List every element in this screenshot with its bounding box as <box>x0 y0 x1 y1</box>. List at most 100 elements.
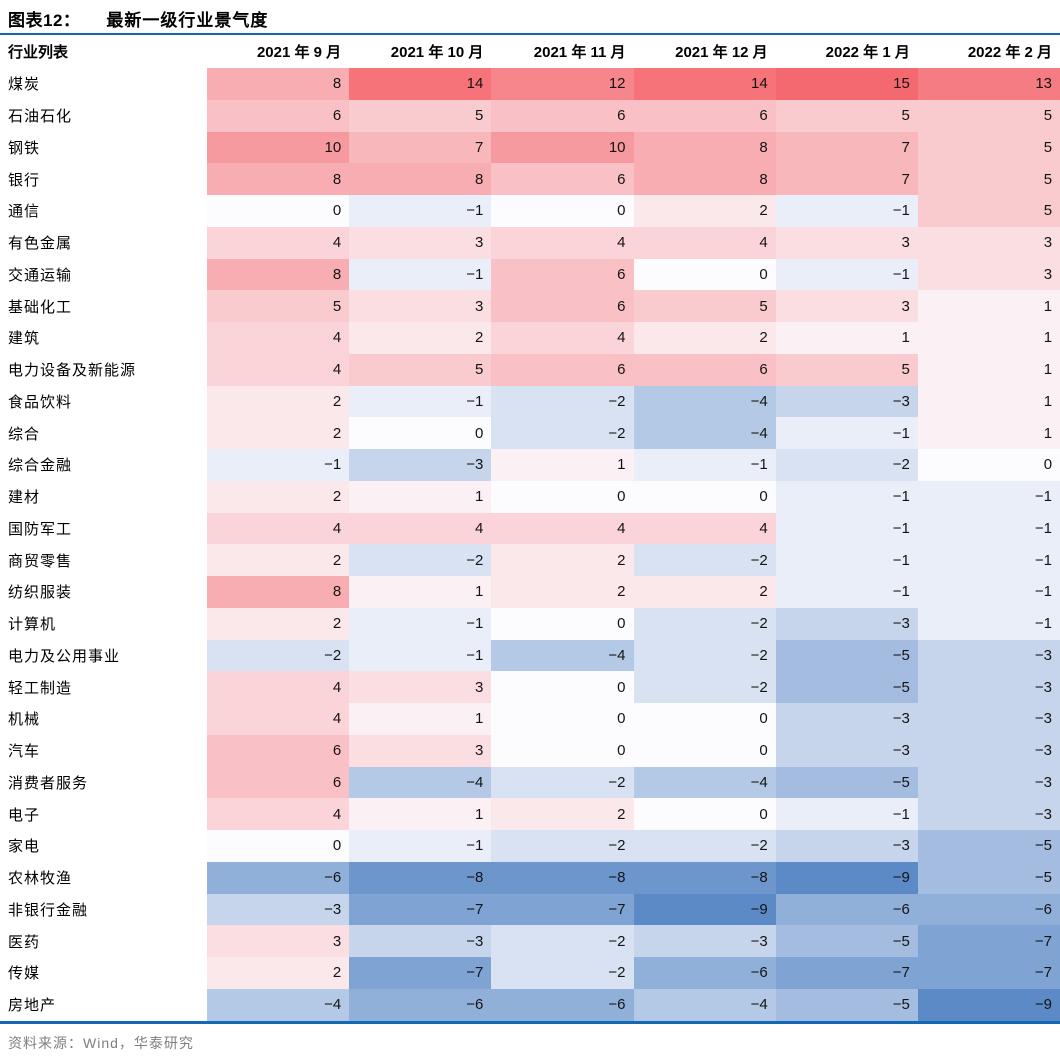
heatmap-cell: 1 <box>917 385 1060 418</box>
heatmap-cell: 2 <box>633 576 776 608</box>
heatmap-cell: 2 <box>349 322 492 354</box>
heatmap-cell: −3 <box>775 385 918 418</box>
table-row: 汽车 6 3 0 0 −3 −3 <box>0 734 1060 767</box>
heatmap-cell: 0 <box>917 449 1060 481</box>
table-row: 消费者服务 6 −4 −2 −4 −5 −3 <box>0 766 1060 799</box>
heatmap-cell: 6 <box>633 99 776 132</box>
heatmap-cell: 4 <box>207 353 350 386</box>
heatmap-cell: 0 <box>491 607 634 640</box>
heatmap-cell: 12 <box>491 68 634 100</box>
heatmap-cell: −1 <box>775 417 918 449</box>
heatmap-cell: 6 <box>207 99 350 132</box>
heatmap-cell: 5 <box>349 99 492 132</box>
heatmap-cell: −3 <box>207 893 350 926</box>
heatmap-cell: 6 <box>491 163 634 195</box>
heatmap-cell: −3 <box>775 703 918 735</box>
heatmap-cell: 3 <box>349 734 492 767</box>
heatmap-cell: −3 <box>349 925 492 957</box>
heatmap-cell: −5 <box>775 639 918 672</box>
heatmap-cell: −5 <box>917 830 1060 862</box>
heatmap-cell: 0 <box>491 480 634 513</box>
heatmap-cell: −6 <box>491 988 634 1021</box>
heatmap-cell: 5 <box>775 353 918 386</box>
table-row: 家电 0 −1 −2 −2 −3 −5 <box>0 830 1060 862</box>
industry-label: 建材 <box>8 489 41 507</box>
heatmap-cell: 0 <box>491 671 634 703</box>
heatmap-cell: −2 <box>633 671 776 703</box>
heatmap-cell: 4 <box>491 322 634 354</box>
table-row: 钢铁 10 7 10 8 7 5 <box>0 131 1060 164</box>
heatmap-cell: −7 <box>917 957 1060 989</box>
heatmap-cell: −1 <box>775 798 918 830</box>
table-row: 电力设备及新能源 4 5 6 6 5 1 <box>0 353 1060 386</box>
heatmap-cell: 0 <box>633 480 776 513</box>
table-row: 建筑 4 2 4 2 1 1 <box>0 322 1060 354</box>
heatmap-cell: −3 <box>917 639 1060 672</box>
heatmap-cell: 3 <box>775 290 918 322</box>
heatmap-cell: −5 <box>775 766 918 799</box>
heatmap-cell: −2 <box>491 830 634 862</box>
industry-label: 传媒 <box>8 965 41 983</box>
heatmap-cell: −1 <box>349 607 492 640</box>
heatmap-cell: −1 <box>775 195 918 227</box>
heatmap-cell: 2 <box>491 798 634 830</box>
industry-label: 房地产 <box>8 997 57 1015</box>
column-header-industry: 行业列表 <box>8 44 69 61</box>
industry-label: 纺织服装 <box>8 584 73 602</box>
heatmap-cell: −3 <box>775 607 918 640</box>
figure-title-bar: 图表12： 最新一级行业景气度 <box>0 0 1060 35</box>
heatmap-cell: 2 <box>207 480 350 513</box>
heatmap-cell: 3 <box>775 226 918 259</box>
column-header-month-2: 2021 年 10 月 <box>390 44 484 61</box>
heatmap-cell: 2 <box>633 322 776 354</box>
heatmap-cell: 3 <box>917 226 1060 259</box>
heatmap-cell: 15 <box>775 68 918 100</box>
table-row: 综合 2 0 −2 −4 −1 1 <box>0 417 1060 449</box>
heatmap-cell: −1 <box>207 449 350 481</box>
heatmap-cell: 5 <box>349 353 492 386</box>
industry-label: 煤炭 <box>8 76 41 94</box>
heatmap-cell: −4 <box>633 988 776 1021</box>
heatmap-cell: 4 <box>633 226 776 259</box>
heatmap-cell: 7 <box>349 131 492 164</box>
table-row: 通信 0 −1 0 2 −1 5 <box>0 195 1060 227</box>
heatmap-cell: −1 <box>349 195 492 227</box>
heatmap-cell: 6 <box>491 353 634 386</box>
heatmap-cell: −3 <box>917 703 1060 735</box>
heatmap-cell: 0 <box>349 417 492 449</box>
heatmap-cell: −7 <box>775 957 918 989</box>
heatmap-cell: 1 <box>349 576 492 608</box>
heatmap-cell: −1 <box>917 544 1060 576</box>
industry-label: 银行 <box>8 171 41 189</box>
heatmap-cell: 0 <box>491 734 634 767</box>
heatmap-cell: −6 <box>207 861 350 894</box>
table-bottom-rule <box>0 1020 1060 1024</box>
heatmap-cell: 2 <box>207 607 350 640</box>
heatmap-cell: −2 <box>349 544 492 576</box>
heatmap-cell: 1 <box>917 290 1060 322</box>
heatmap-cell: 8 <box>633 131 776 164</box>
heatmap-cell: −2 <box>633 607 776 640</box>
column-header-month-5: 2022 年 1 月 <box>825 44 910 61</box>
table-row: 综合金融 −1 −3 1 −1 −2 0 <box>0 449 1060 481</box>
heatmap-cell: 1 <box>349 480 492 513</box>
heatmap-cell: −6 <box>917 893 1060 926</box>
heatmap-cell: 5 <box>917 99 1060 132</box>
heatmap-cell: 7 <box>775 163 918 195</box>
heatmap-cell: 0 <box>207 195 350 227</box>
heatmap-cell: −2 <box>491 766 634 799</box>
heatmap-cell: −7 <box>349 957 492 989</box>
heatmap-cell: −9 <box>917 988 1060 1021</box>
heatmap-cell: −8 <box>633 861 776 894</box>
heatmap-cell: 13 <box>917 68 1060 100</box>
figure-title: 最新一级行业景气度 <box>106 11 269 30</box>
heatmap-cell: −1 <box>917 576 1060 608</box>
heatmap-cell: 0 <box>633 798 776 830</box>
heatmap-cell: −9 <box>633 893 776 926</box>
heatmap-cell: −1 <box>349 258 492 291</box>
table-row: 国防军工 4 4 4 4 −1 −1 <box>0 512 1060 545</box>
heatmap-cell: −3 <box>633 925 776 957</box>
heatmap-cell: 8 <box>349 163 492 195</box>
heatmap-cell: 1 <box>775 322 918 354</box>
heatmap-cell: −2 <box>207 639 350 672</box>
